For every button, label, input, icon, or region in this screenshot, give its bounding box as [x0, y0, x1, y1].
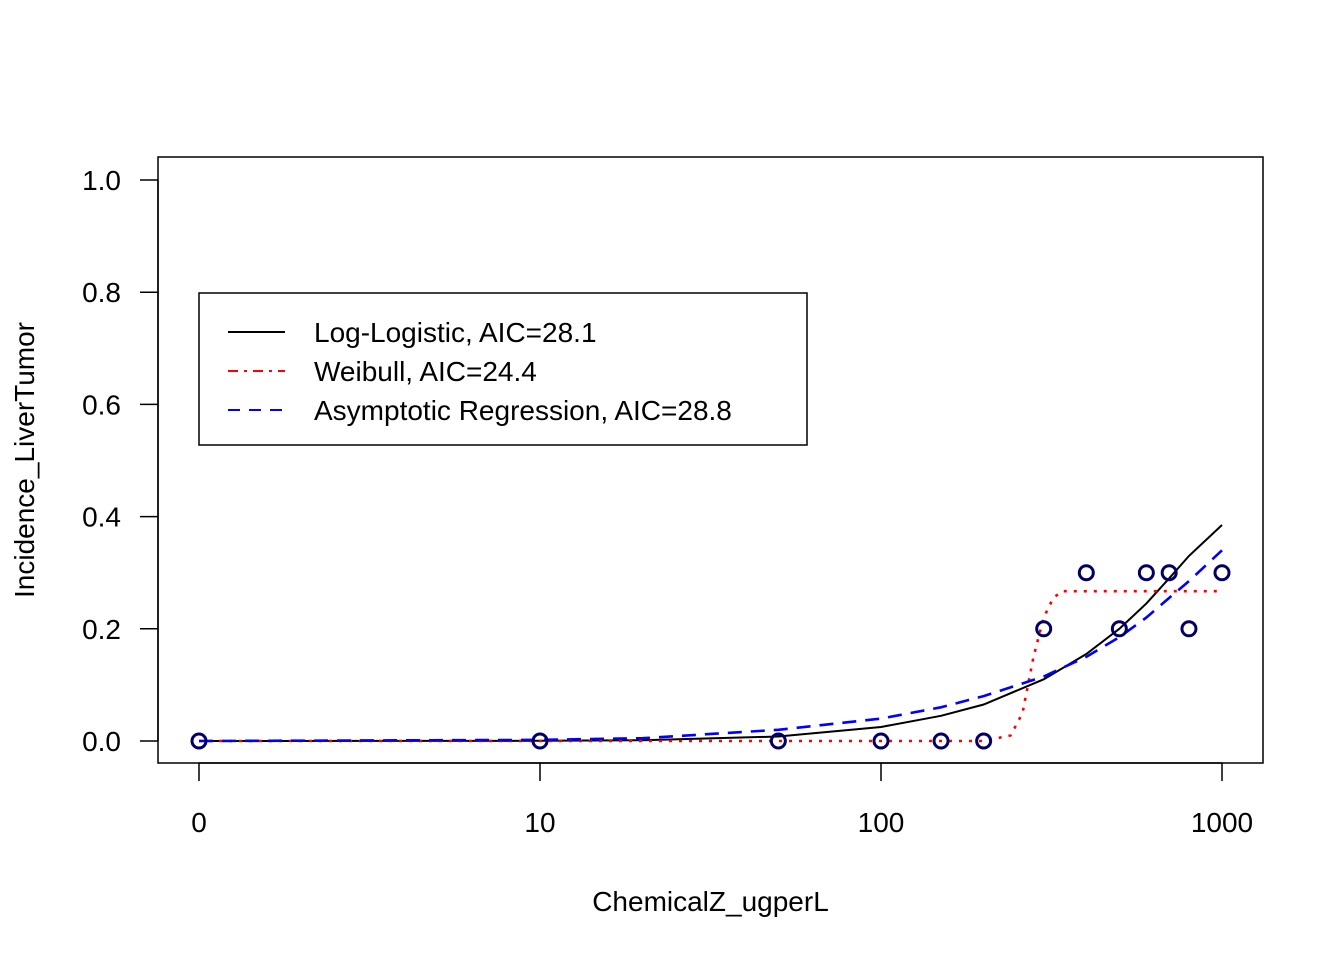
data-point	[1160, 564, 1178, 582]
legend-label-1: Weibull, AIC=24.4	[314, 356, 537, 387]
data-point	[872, 732, 890, 750]
data-point	[531, 732, 549, 750]
plot-area-frame	[157, 156, 1264, 764]
data-point	[1180, 620, 1198, 638]
y-tick-label: 0.6	[82, 389, 121, 420]
series-line-1	[199, 589, 1222, 743]
y-tick-label: 1.0	[82, 165, 121, 196]
y-axis-label: Incidence_LiverTumor	[9, 322, 40, 598]
y-tick-label: 0.8	[82, 277, 121, 308]
x-tick-label: 10	[524, 807, 555, 838]
data-point	[1035, 620, 1053, 638]
legend-label-0: Log-Logistic, AIC=28.1	[314, 317, 597, 348]
legend: Log-Logistic, AIC=28.1 Weibull, AIC=24.4 A…	[198, 292, 808, 446]
x-tick-label: 100	[858, 807, 905, 838]
data-point	[1110, 620, 1128, 638]
fitted-curves	[198, 524, 1223, 743]
x-tick-label: 1000	[1191, 807, 1253, 838]
data-point	[1213, 564, 1231, 582]
y-tick-label: 0.0	[82, 726, 121, 757]
legend-box	[198, 292, 808, 446]
data-point	[190, 732, 208, 750]
series-line-0	[198, 524, 1223, 742]
x-tick-label: 0	[191, 807, 207, 838]
x-axis-label: ChemicalZ_ugperL	[592, 886, 829, 917]
y-axis: 0.0 0.2 0.4 0.6 0.8 1.0	[82, 165, 159, 757]
y-tick-label: 0.4	[82, 502, 121, 533]
data-point	[1137, 564, 1155, 582]
y-tick-label: 0.2	[82, 614, 121, 645]
legend-label-2: Asymptotic Regression, AIC=28.8	[314, 395, 732, 426]
series-line-2	[198, 549, 1223, 743]
data-points	[190, 564, 1231, 750]
data-point	[769, 732, 787, 750]
data-point	[975, 732, 993, 750]
data-point	[932, 732, 950, 750]
data-point	[1077, 564, 1095, 582]
x-axis: 0 10 100 1000	[191, 762, 1253, 838]
